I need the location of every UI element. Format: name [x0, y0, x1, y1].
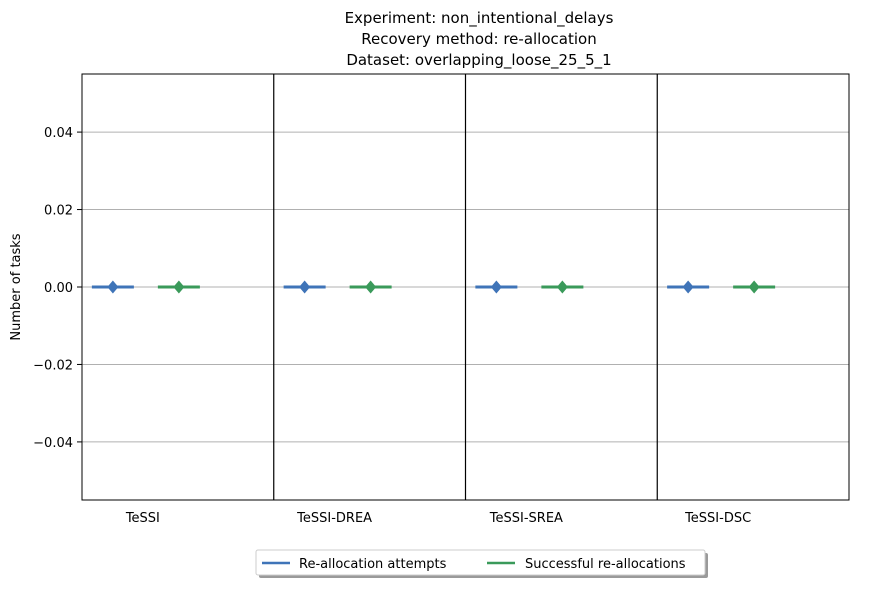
title-line-1: Experiment: non_intentional_delays	[345, 9, 614, 28]
data-point-diamond	[556, 280, 568, 294]
category-dividers	[273, 74, 658, 500]
y-axis: −0.04 −0.02 0.00 0.02 0.04	[33, 126, 82, 451]
y-tick-label: −0.04	[33, 436, 73, 451]
data-point-diamond	[299, 280, 311, 294]
legend-box	[255, 549, 706, 576]
legend-label-successful-reallocations: Successful re-allocations	[525, 557, 686, 572]
plot-frame	[81, 73, 850, 501]
data-point-diamond	[748, 280, 760, 294]
legend: Re-allocation attempts Successful re-all…	[255, 549, 708, 578]
x-tick-label: TeSSI	[125, 511, 160, 526]
data-point-diamond	[173, 280, 185, 294]
title-line-2: Recovery method: re-allocation	[361, 30, 596, 48]
title-line-3: Dataset: overlapping_loose_25_5_1	[346, 51, 611, 70]
y-tick-label: 0.02	[44, 204, 73, 219]
x-tick-label: TeSSI-DSC	[684, 511, 751, 526]
data-marks	[91, 280, 776, 294]
data-point-diamond	[365, 280, 377, 294]
y-tick-label: 0.00	[44, 281, 73, 296]
y-tick-label: 0.04	[44, 126, 73, 141]
data-point-diamond	[107, 280, 119, 294]
y-tick-label: −0.02	[33, 358, 73, 373]
y-axis-label: Number of tasks	[9, 233, 24, 340]
x-tick-label: TeSSI-DREA	[296, 511, 372, 526]
legend-label-reallocation-attempts: Re-allocation attempts	[299, 557, 447, 572]
x-tick-label: TeSSI-SREA	[489, 511, 563, 526]
chart-title: Experiment: non_intentional_delays Recov…	[345, 9, 614, 70]
x-axis: TeSSI TeSSI-DREA TeSSI-SREA TeSSI-DSC	[125, 511, 751, 526]
data-point-diamond	[682, 280, 694, 294]
data-point-diamond	[490, 280, 502, 294]
